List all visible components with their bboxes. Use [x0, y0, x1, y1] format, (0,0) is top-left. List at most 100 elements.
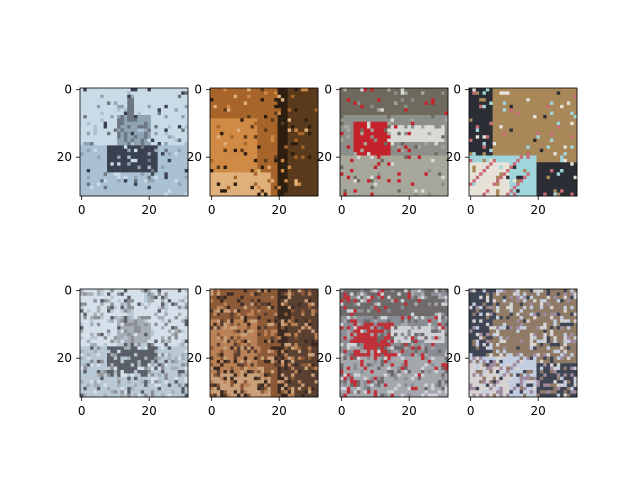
image-pixel — [220, 169, 224, 173]
image-pixel — [247, 128, 251, 133]
image-pixel — [424, 182, 429, 187]
image-pixel — [287, 192, 292, 197]
image-pixel — [154, 128, 159, 133]
image-pixel — [210, 162, 214, 167]
image-pixel — [539, 131, 544, 136]
image-pixel — [523, 88, 527, 92]
image-pixel — [216, 121, 221, 126]
image-pixel — [83, 152, 88, 156]
image-pixel — [536, 98, 541, 102]
image-pixel — [383, 179, 388, 183]
image-pixel — [213, 101, 218, 106]
image-pixel — [100, 88, 105, 92]
image-pixel — [213, 118, 218, 123]
image-pixel — [223, 155, 228, 160]
image-pixel — [264, 165, 268, 170]
image-pixel — [479, 94, 483, 99]
image-pixel — [472, 121, 477, 126]
image-pixel — [237, 98, 241, 102]
image-pixel — [536, 104, 541, 109]
image-pixel — [274, 142, 278, 146]
image-pixel — [107, 353, 111, 357]
image-pixel — [543, 98, 548, 102]
image-pixel — [383, 148, 388, 153]
image-pixel — [167, 138, 172, 143]
image-pixel — [485, 108, 490, 113]
image-pixel — [253, 175, 258, 180]
image-pixel — [154, 292, 159, 297]
image-pixel — [93, 145, 98, 150]
image-pixel — [560, 111, 564, 116]
image-pixel — [96, 305, 101, 310]
image-pixel — [123, 312, 128, 317]
image-pixel — [284, 98, 289, 102]
image-pixel — [404, 128, 408, 133]
image-pixel — [414, 104, 419, 109]
image-pixel — [260, 152, 265, 156]
image-pixel — [130, 366, 135, 371]
image-pixel — [469, 128, 473, 133]
image-pixel — [387, 138, 392, 143]
image-pixel — [103, 336, 108, 341]
image-pixel — [479, 128, 483, 133]
image-pixel — [356, 94, 361, 99]
image-pixel — [383, 125, 388, 129]
image-pixel — [519, 115, 524, 119]
image-pixel — [307, 115, 312, 119]
image-pixel — [390, 138, 395, 143]
image-pixel — [90, 155, 94, 160]
image-pixel — [134, 169, 138, 173]
image-pixel — [383, 111, 388, 116]
image-pixel — [96, 152, 101, 156]
image-pixel — [220, 182, 224, 187]
image-pixel — [120, 329, 125, 334]
image-pixel — [113, 373, 118, 378]
image-pixel — [167, 366, 172, 371]
image-pixel — [100, 145, 105, 150]
image-pixel — [177, 145, 182, 150]
image-pixel — [253, 111, 258, 116]
image-pixel — [247, 172, 251, 177]
image-pixel — [80, 182, 84, 187]
image-pixel — [533, 152, 537, 156]
image-pixel — [492, 108, 497, 113]
image-pixel — [134, 135, 138, 140]
image-pixel — [213, 189, 218, 194]
image-pixel — [274, 125, 278, 129]
image-pixel — [86, 349, 91, 354]
image-pixel — [370, 121, 375, 126]
image-pixel — [120, 366, 125, 371]
image-pixel — [294, 158, 299, 163]
image-pixel — [154, 165, 159, 170]
image-pixel — [311, 189, 316, 194]
image-pixel — [150, 322, 155, 327]
image-pixel — [110, 98, 115, 102]
image-pixel — [553, 115, 558, 119]
image-pixel — [363, 162, 368, 167]
image-pixel — [270, 121, 275, 126]
image-pixel — [223, 192, 228, 197]
image-pixel — [414, 175, 419, 180]
image-pixel — [434, 121, 439, 126]
image-pixel — [120, 319, 125, 324]
image-pixel — [103, 302, 108, 307]
image-pixel — [134, 131, 138, 136]
image-pixel — [441, 172, 446, 177]
image-pixel — [167, 182, 172, 187]
image-pixel — [274, 185, 278, 190]
image-pixel — [536, 88, 541, 92]
image-pixel — [280, 192, 285, 197]
image-pixel — [404, 121, 408, 126]
image-pixel — [120, 88, 125, 92]
image-pixel — [80, 353, 84, 357]
image-pixel — [563, 135, 568, 140]
image-pixel — [157, 329, 162, 334]
image-pixel — [400, 138, 405, 143]
image-pixel — [546, 104, 551, 109]
image-pixel — [307, 162, 312, 167]
image-pixel — [257, 88, 262, 92]
image-pixel — [150, 162, 155, 167]
image-pixel — [287, 125, 292, 129]
image-pixel — [546, 175, 551, 180]
image-pixel — [421, 128, 425, 133]
